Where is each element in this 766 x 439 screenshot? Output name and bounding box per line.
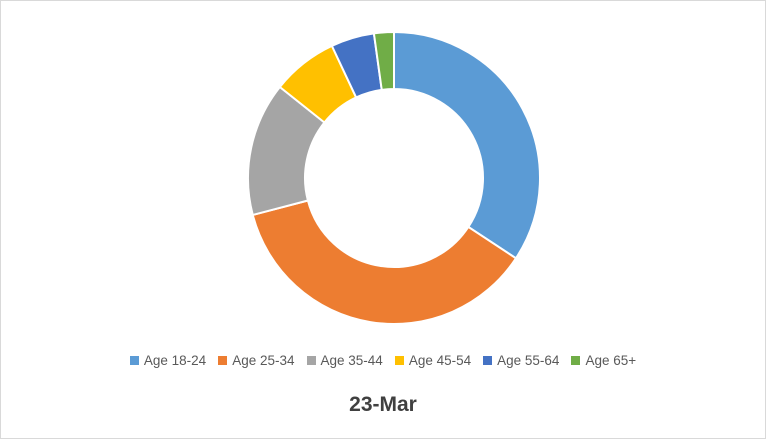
legend-item: Age 35-44 [306,353,383,368]
legend-label: Age 45-54 [408,353,472,368]
legend-swatch [571,356,581,365]
donut-slice-age-25-34 [251,199,518,325]
legend-label: Age 65+ [585,353,637,368]
donut-slice-age-18-24 [393,30,541,260]
legend-label: Age 35-44 [320,353,383,368]
legend-label: Age 55-64 [497,353,560,368]
legend-swatch [218,356,228,365]
donut-slice-age-65- [372,30,395,91]
legend-swatch [306,356,316,365]
legend-item: Age 55-64 [483,353,559,368]
legend-swatch [394,356,404,365]
legend-label: Age 25-34 [232,353,295,368]
legend-item: Age 25-34 [218,353,295,368]
legend-label: Age 18-24 [143,353,207,368]
chart-title: 23-Mar [349,393,417,416]
legend-swatch [483,356,493,365]
legend-swatch [129,356,139,365]
legend-item: Age 45-54 [394,353,472,368]
chart-legend: Age 18-24 Age 25-34 Age 35-44 Age 45-54 Age … [1,353,765,368]
legend-item: Age 65+ [571,353,636,368]
legend-item: Age 18-24 [129,353,207,368]
